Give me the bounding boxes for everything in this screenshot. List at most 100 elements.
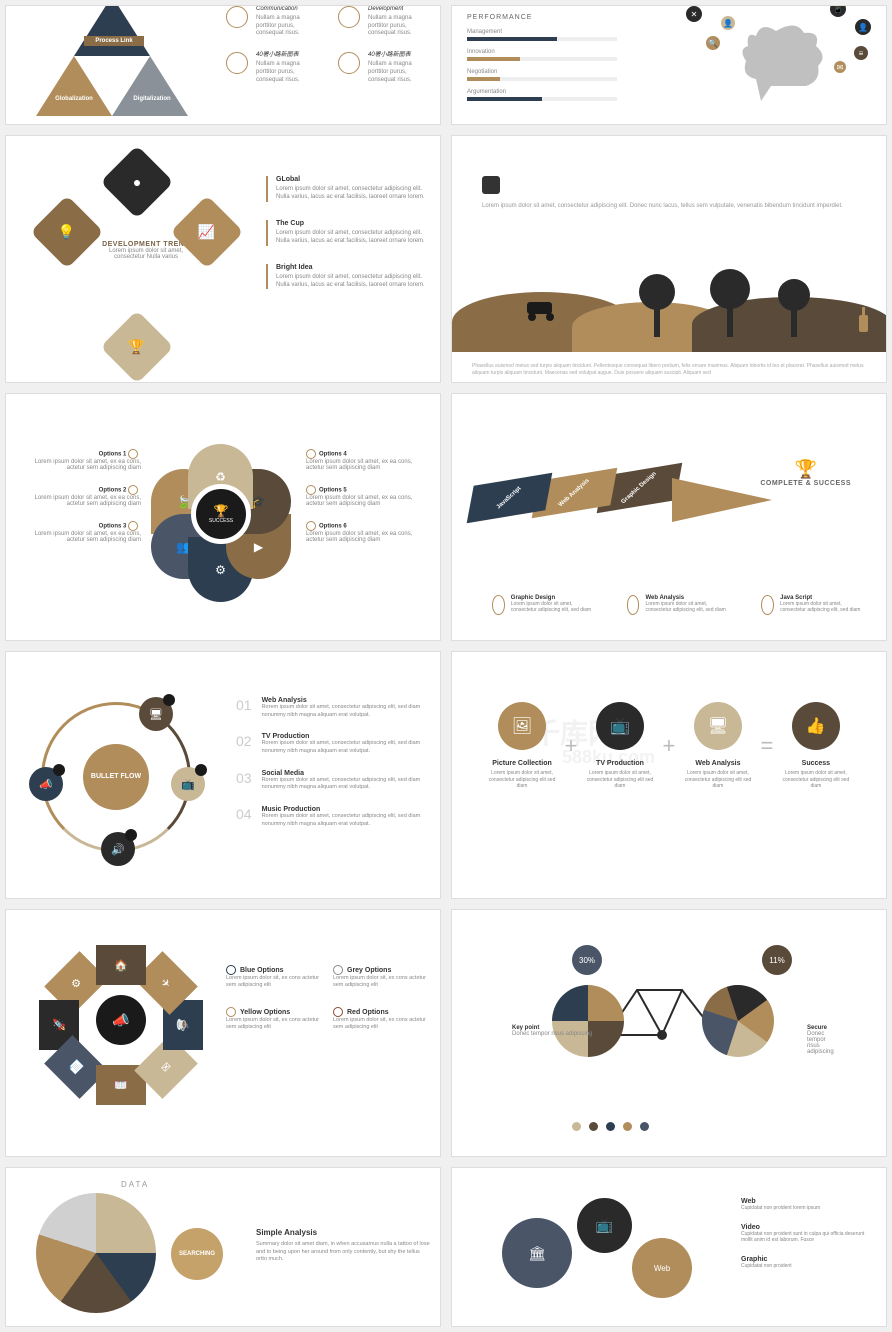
- complete-success: 🏆 COMPLETE & SUCCESS: [760, 459, 851, 487]
- perf-bar: Argumentation: [467, 89, 617, 101]
- formula-operator: +: [565, 733, 578, 759]
- option-item: Options 4Lorem ipsum dolor sit amet, ex …: [306, 449, 426, 471]
- option-item: Options 1 Lorem ipsum dolor sit amet, ex…: [21, 449, 141, 471]
- s6-item: Graphic DesignLorem ipsum dolor sit amet…: [492, 595, 597, 615]
- diamond-node: ●: [100, 145, 174, 219]
- s6-item: Web AnalysisLorem ipsum dolor sit amet, …: [627, 595, 732, 615]
- formula-operator: =: [760, 733, 773, 759]
- slide-dev-trend: DEVELOPMENT TREND Lorem ipsum dolor sit …: [5, 135, 441, 383]
- s3-list-item: The CupLorem ipsum dolor sit amet, conse…: [266, 220, 430, 246]
- option-item: Options 6Lorem ipsum dolor sit amet, ex …: [306, 521, 426, 543]
- slide-data-pie: DATA SEARCHING Simple Analysis Summary d…: [5, 1167, 441, 1327]
- s9-option: Yellow OptionsLorem ipsum dolor sit, ex …: [226, 1007, 323, 1031]
- simple-analysis-desc: Summary dolor sit amet diam, in when acc…: [256, 1241, 430, 1264]
- slide-bullet-flow: BULLET FLOW 🖥📺🔊📣 01Web AnalysisRorem ips…: [5, 651, 441, 899]
- legend-dot: [589, 1122, 598, 1131]
- formula-item: 🖥Web AnalysisLorem ipsum dolor sit amet,…: [680, 702, 755, 790]
- brain-graphic: ✕ 🔍 👤 📱 👤 ≡ ✉: [676, 5, 876, 121]
- s1-item: 40署小路新图表Nullam a magna porttitor purus, …: [226, 52, 318, 84]
- slide-bicycle: 30% 11% Key pointDonec tempor risus adipis…: [451, 909, 887, 1157]
- s6-item-icon: [761, 595, 774, 615]
- s6-item: Java ScriptLorem ipsum dolor sit amet, c…: [761, 595, 866, 615]
- slide-landscape: Lorem ipsum dolor sit amet, consectetur …: [451, 135, 887, 383]
- slide-success-wheel: Options 1 Lorem ipsum dolor sit amet, ex…: [5, 393, 441, 641]
- bullet-list-item: 04Music ProductionRorem ipsum dolor sit …: [236, 806, 430, 828]
- diamond-node: 🏆: [100, 310, 174, 383]
- s1-item-icon: [338, 52, 360, 74]
- triangle-bl: [36, 56, 112, 116]
- arrow-head: [672, 478, 772, 522]
- gear: Web: [632, 1238, 692, 1298]
- s1-item-icon: [226, 52, 248, 74]
- bullet-list-item: 02TV ProductionRorem ipsum dolor sit ame…: [236, 733, 430, 755]
- diamond-node: 💡: [30, 195, 104, 269]
- landscape-text: Lorem ipsum dolor sit amet, consectetur …: [482, 202, 862, 211]
- legend-dot: [623, 1122, 632, 1131]
- slide-octagon: ⚙🚀📄📖✉☕✈🏠 📣 Blue OptionsLorem ipsum dolor…: [5, 909, 441, 1157]
- s1-item: 40署小路新图表Nullam a magna porttitor purus, …: [338, 52, 430, 84]
- formula-icon: 📺: [596, 702, 644, 750]
- slide-gears: 🏛📺Web WebCupidatat non proident lorem ip…: [451, 1167, 887, 1327]
- s9-option: Red OptionsLorem ipsum dolor sit, ex con…: [333, 1007, 430, 1031]
- s3-list-item: Bright IdeaLorem ipsum dolor sit amet, c…: [266, 264, 430, 290]
- perf-bar: Innovation: [467, 49, 617, 61]
- formula-operator: +: [663, 733, 676, 759]
- legend-dot: [606, 1122, 615, 1131]
- landscape-footer: Phasellus euismod metus sed turpis aliqu…: [472, 363, 866, 377]
- option-item: Options 3 Lorem ipsum dolor sit amet, ex…: [21, 521, 141, 543]
- s6-item-icon: [627, 595, 640, 615]
- success-center: 🏆SUCCESS: [191, 484, 251, 544]
- bike-wheel: [702, 985, 774, 1057]
- option-item: Options 2 Lorem ipsum dolor sit amet, ex…: [21, 485, 141, 507]
- dev-trend-desc: Lorem ipsum dolor sit amet, consectetur …: [101, 248, 191, 260]
- slide-triangle: Communication Process Link Globalization…: [5, 5, 441, 125]
- s1-item: DevelopmentNullam a magna porttitor puru…: [338, 6, 430, 38]
- gear: 🏛: [502, 1218, 572, 1288]
- s6-item-icon: [492, 595, 505, 615]
- s9-option: Grey OptionsLorem ipsum dolor sit, ex co…: [333, 965, 430, 989]
- legend-dot: [640, 1122, 649, 1131]
- searching-badge: SEARCHING: [171, 1228, 223, 1280]
- triangle-br: [112, 56, 188, 116]
- option-item: Options 5Lorem ipsum dolor sit amet, ex …: [306, 485, 426, 507]
- slide-formula: 千库网 588ku.com 🖼Picture CollectionLorem i…: [451, 651, 887, 899]
- data-pie-chart: [36, 1193, 156, 1313]
- tri-label-center: Process Link: [84, 36, 144, 46]
- percent-bubble: 30%: [572, 945, 602, 975]
- bike-wheel: [552, 985, 624, 1057]
- s1-item-icon: [338, 6, 360, 28]
- octagon-segment: 🏠: [96, 945, 146, 985]
- s3-list-item: GLobalLorem ipsum dolor sit amet, consec…: [266, 176, 430, 202]
- landscape-graphic: [452, 272, 886, 352]
- bullet-list-item: 01Web AnalysisRorem ipsum dolor sit amet…: [236, 697, 430, 719]
- gear-list-item: GraphicCupidatat non proident: [741, 1256, 871, 1270]
- s1-item-icon: [226, 6, 248, 28]
- formula-icon: 👍: [792, 702, 840, 750]
- slide-performance: PERFORMANCE Management Innovation Negotiat…: [451, 5, 887, 125]
- data-title: DATA: [121, 1180, 149, 1189]
- s1-item: CommunicationNullam a magna porttitor pu…: [226, 6, 318, 38]
- perf-bar: Management: [467, 29, 617, 41]
- s9-option: Blue OptionsLorem ipsum dolor sit, ex co…: [226, 965, 323, 989]
- simple-analysis-title: Simple Analysis: [256, 1228, 430, 1237]
- bike-label: Key pointDonec tempor risus adipiscing: [512, 1025, 592, 1037]
- triangle-top: [74, 5, 150, 56]
- legend-dot: [572, 1122, 581, 1131]
- slide-arrow-flow: Graphic DesignWeb AnalysisJavaScript 🏆 C…: [451, 393, 887, 641]
- tri-label-br: Digitalization: [122, 96, 182, 102]
- gear: 📺: [577, 1198, 632, 1253]
- dev-trend-title: DEVELOPMENT TREND: [101, 241, 191, 248]
- performance-title: PERFORMANCE: [467, 14, 617, 21]
- perf-bar: Negotiation: [467, 69, 617, 81]
- formula-icon: 🖥: [694, 702, 742, 750]
- octagon-center-icon: 📣: [96, 995, 146, 1045]
- percent-bubble: 11%: [762, 945, 792, 975]
- tri-label-bl: Globalization: [44, 96, 104, 102]
- trophy-badge-icon: [482, 176, 500, 194]
- bullet-list-item: 03Social MediaRorem ipsum dolor sit amet…: [236, 770, 430, 792]
- gear-list-item: VideoCupidatat non proident sunt in culp…: [741, 1224, 871, 1244]
- formula-item: 🖼Picture CollectionLorem ipsum dolor sit…: [485, 702, 560, 790]
- bullet-center: BULLET FLOW: [83, 744, 149, 810]
- formula-item: 📺TV ProductionLorem ipsum dolor sit amet…: [582, 702, 657, 790]
- gear-list-item: WebCupidatat non proident lorem ipsum: [741, 1198, 871, 1212]
